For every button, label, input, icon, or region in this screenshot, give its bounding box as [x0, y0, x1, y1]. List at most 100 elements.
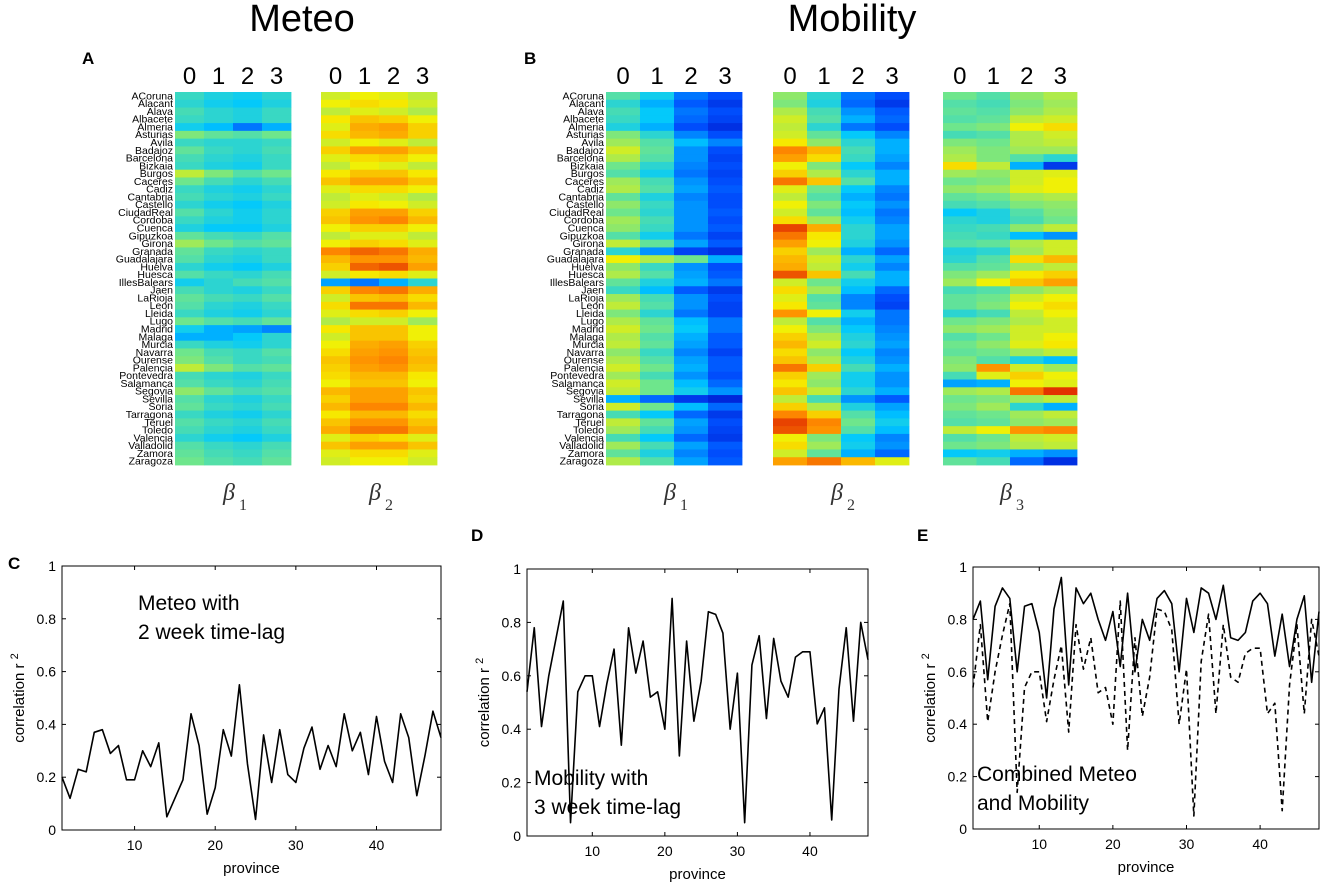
heatmap-cell [379, 340, 409, 349]
heatmap-cell [204, 262, 234, 272]
heatmap-cell [204, 449, 234, 458]
heatmap-cell [1043, 402, 1078, 411]
province-label: Avila [150, 137, 173, 149]
heatmap-cell [708, 270, 743, 279]
heatmap-cell [606, 161, 641, 171]
heatmap-cell [807, 185, 842, 194]
heatmap-cell [1043, 255, 1078, 264]
line-panel-e: E 0 0.2 0.4 0.6 0.8 1 10 20 30 40 province correlati… [917, 526, 1320, 876]
heatmap-cell [875, 317, 910, 326]
heatmap-cell [841, 169, 876, 178]
heatmap-cell [807, 169, 842, 178]
heatmap-cell [1010, 371, 1044, 380]
heatmap-cell [708, 325, 743, 334]
heatmap-cell [408, 356, 438, 365]
heatmap-cell [350, 449, 380, 458]
province-label: Asturias [566, 129, 604, 141]
heatmap-cell [262, 255, 292, 264]
heatmap-cell [204, 200, 234, 209]
heatmap-cell [708, 449, 743, 458]
heatmap-cell [841, 262, 876, 272]
y-tick-label: 0.2 [37, 769, 57, 785]
heatmap-cell [379, 441, 409, 450]
heatmap-cell [976, 239, 1011, 248]
heatmap-cell [350, 363, 380, 373]
heatmap-cell [1010, 395, 1044, 404]
heatmap-cell [204, 107, 234, 116]
x-axis-label: province [1118, 859, 1175, 876]
heatmap-cell [408, 379, 438, 388]
heatmap-cell [674, 231, 709, 241]
heatmap-cell [262, 309, 292, 318]
heatmap-cell [606, 286, 641, 295]
heatmap-cell [262, 99, 292, 108]
heatmap-cell [841, 255, 876, 264]
heatmap-cell [1010, 169, 1044, 178]
heatmap-cell [379, 379, 409, 388]
heatmap-cell [408, 340, 438, 349]
heatmap-cell [1010, 387, 1044, 396]
x-tick-label: 20 [657, 843, 673, 859]
heatmap-cell [708, 146, 743, 155]
heatmap-cell [976, 426, 1011, 435]
heatmap-cell [350, 216, 380, 225]
heatmap-cell [175, 208, 205, 217]
heatmap-cell [408, 294, 438, 303]
heatmap-cell [1043, 325, 1078, 334]
panel-letter: E [917, 526, 928, 545]
province-label: Girona [572, 238, 604, 250]
heatmap-cell [875, 177, 910, 186]
heatmap-cell [976, 449, 1011, 458]
heatmap-cell [262, 130, 292, 140]
heatmap-cell [943, 433, 977, 443]
heatmap-cell [321, 247, 351, 256]
heatmap-cell [841, 146, 876, 155]
province-label: Albacete [563, 114, 604, 126]
heatmap-cell [943, 185, 977, 194]
heatmap-cell [841, 340, 876, 349]
heatmap-cell [674, 402, 709, 411]
heatmap-cell [640, 115, 675, 124]
heatmap-cell [875, 216, 910, 225]
x-tick-label: 40 [1252, 836, 1268, 852]
heatmap-cell [321, 161, 351, 171]
y-tick-label: 1 [513, 561, 521, 577]
heatmap-cell [175, 387, 205, 396]
heatmap-cell [807, 270, 842, 279]
province-label: Leon [581, 300, 605, 312]
heatmap-cell [175, 107, 205, 116]
heatmap-cell [708, 418, 743, 427]
province-label: Malaga [570, 331, 605, 343]
heatmap-cell [233, 231, 263, 241]
heatmap-cell [773, 270, 808, 279]
chart-annotation: Mobility with [534, 767, 648, 790]
heatmap-cell [708, 348, 743, 357]
heatmap-cell [640, 138, 675, 147]
heatmap-cell [1043, 379, 1078, 388]
y-tick-label: 0.8 [37, 611, 57, 627]
heatmap-cell [262, 426, 292, 435]
province-label: Zaragoza [129, 456, 174, 468]
heatmap-cell [606, 410, 641, 419]
heatmap-cell [379, 239, 409, 248]
heatmap-cell [379, 154, 409, 163]
heatmap-cell [976, 371, 1011, 380]
heatmap-cell [350, 185, 380, 194]
heatmap-cell [943, 340, 977, 349]
province-label: Lugo [581, 316, 605, 328]
heatmap-cell [875, 138, 910, 147]
heatmap-cell [708, 208, 743, 217]
heatmap-cell [233, 363, 263, 373]
heatmap-cell [807, 402, 842, 411]
heatmap-cell [1010, 138, 1044, 147]
province-label: Badajoz [566, 145, 604, 157]
heatmap-cell [204, 387, 234, 396]
heatmap-cell [708, 332, 743, 342]
heatmap-cell [321, 123, 351, 132]
heatmap-cell [262, 348, 292, 357]
heatmap-cell [408, 130, 438, 140]
province-label: Cantabria [127, 191, 173, 203]
heatmap-cell [674, 418, 709, 427]
province-label: IllesBalears [119, 277, 173, 289]
lag-label: 2 [387, 63, 400, 90]
